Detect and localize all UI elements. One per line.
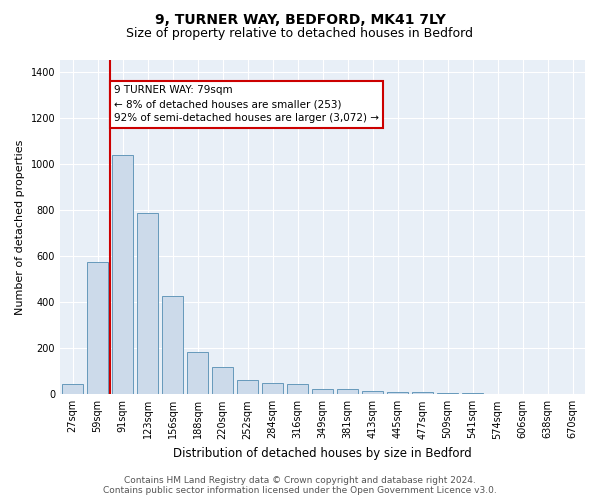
- Bar: [287, 384, 308, 394]
- Bar: [162, 296, 183, 394]
- Text: Contains HM Land Registry data © Crown copyright and database right 2024.
Contai: Contains HM Land Registry data © Crown c…: [103, 476, 497, 495]
- Bar: [262, 383, 283, 394]
- Bar: [362, 391, 383, 394]
- Bar: [212, 366, 233, 394]
- Bar: [437, 393, 458, 394]
- Text: Size of property relative to detached houses in Bedford: Size of property relative to detached ho…: [127, 28, 473, 40]
- Y-axis label: Number of detached properties: Number of detached properties: [15, 140, 25, 315]
- Text: 9 TURNER WAY: 79sqm
← 8% of detached houses are smaller (253)
92% of semi-detach: 9 TURNER WAY: 79sqm ← 8% of detached hou…: [114, 86, 379, 124]
- Bar: [387, 392, 408, 394]
- Text: 9, TURNER WAY, BEDFORD, MK41 7LY: 9, TURNER WAY, BEDFORD, MK41 7LY: [155, 12, 445, 26]
- Bar: [412, 392, 433, 394]
- Bar: [62, 384, 83, 394]
- X-axis label: Distribution of detached houses by size in Bedford: Distribution of detached houses by size …: [173, 447, 472, 460]
- Bar: [137, 214, 158, 394]
- Bar: [187, 352, 208, 395]
- Bar: [337, 389, 358, 394]
- Bar: [312, 388, 333, 394]
- Bar: [237, 380, 258, 394]
- Bar: [112, 154, 133, 394]
- Bar: [87, 262, 108, 394]
